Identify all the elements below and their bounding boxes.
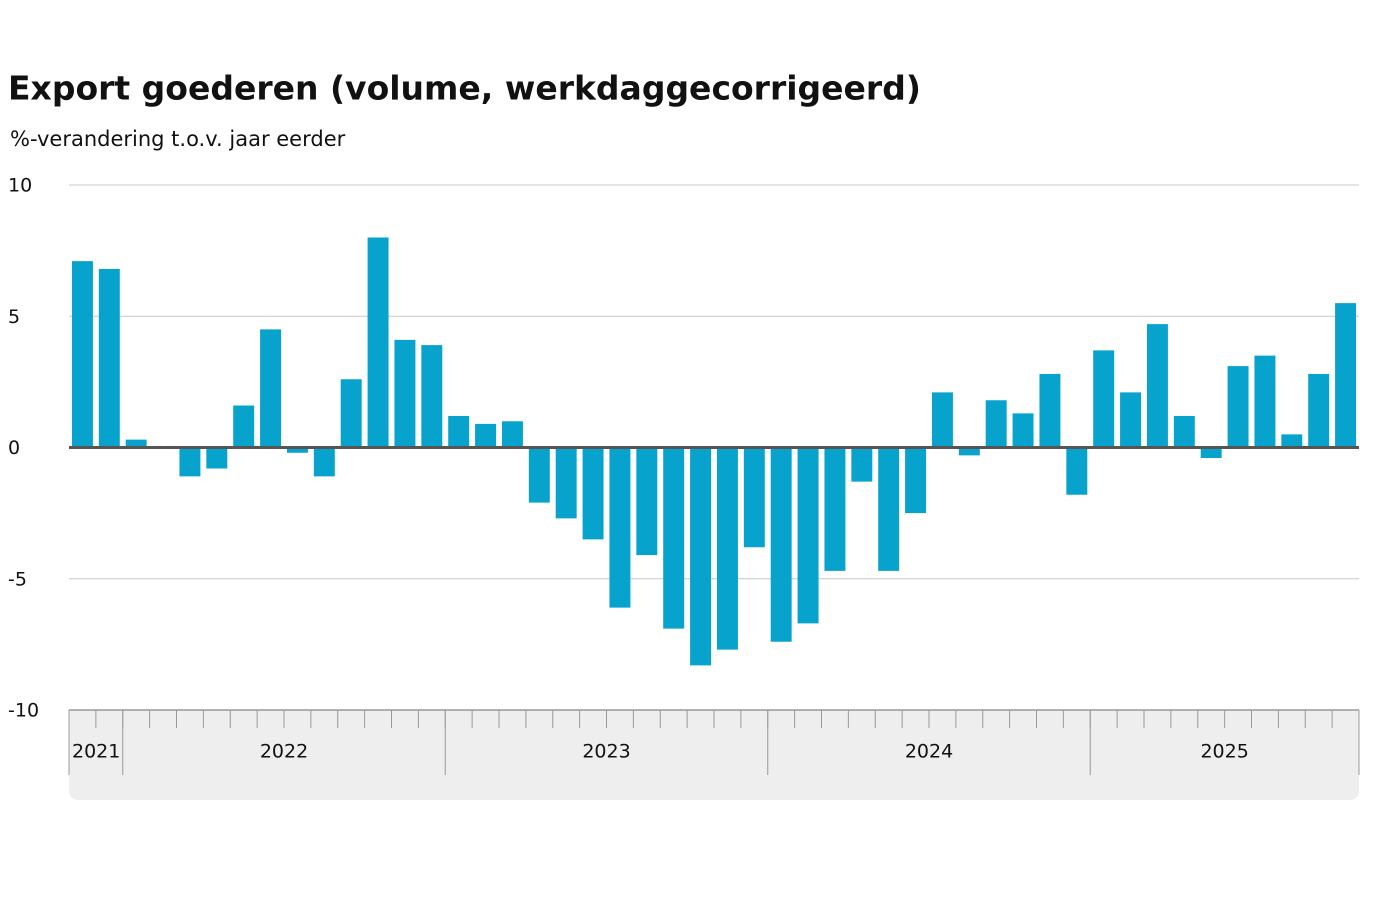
bar (609, 447, 631, 608)
bar (582, 447, 604, 540)
year-label: 2025 (1200, 741, 1248, 763)
bar (743, 447, 765, 548)
bar (1254, 355, 1276, 448)
year-label: 2024 (905, 741, 953, 763)
bar (1335, 303, 1357, 448)
year-label: 2022 (260, 741, 308, 763)
chart-subtitle: %-verandering t.o.v. jaar eerder (10, 127, 346, 151)
bar (421, 345, 443, 448)
bar (905, 447, 927, 514)
y-tick-label: 0 (8, 437, 20, 459)
bar (448, 416, 470, 448)
y-tick-label: -10 (8, 700, 39, 722)
bar (1281, 434, 1303, 448)
bar (1227, 366, 1249, 448)
bar (1066, 447, 1088, 495)
bar (179, 447, 201, 477)
bar (313, 447, 335, 477)
x-axis-band (69, 710, 1359, 800)
bar (1039, 374, 1061, 448)
bar (878, 447, 900, 571)
bar (233, 405, 255, 448)
bar (206, 447, 228, 469)
year-label: 2021 (72, 741, 120, 763)
bar (985, 400, 1007, 448)
bar (1146, 324, 1168, 448)
bar (851, 447, 873, 482)
bar (797, 447, 819, 624)
bar (931, 392, 953, 448)
bar (770, 447, 792, 642)
bar (528, 447, 550, 503)
bar (690, 447, 712, 666)
bar (340, 379, 362, 448)
bar (71, 261, 93, 448)
chart-title: Export goederen (volume, werkdaggecorrig… (8, 69, 921, 108)
bar (824, 447, 846, 571)
bar (958, 447, 980, 456)
bar (1120, 392, 1142, 448)
bar (716, 447, 738, 650)
bar (475, 423, 497, 448)
bar (1173, 416, 1195, 448)
bar (1012, 413, 1034, 448)
y-tick-label: -5 (8, 568, 27, 590)
bar (555, 447, 577, 519)
bar (367, 237, 389, 448)
bar (1308, 374, 1330, 448)
y-tick-label: 10 (8, 175, 32, 197)
y-tick-label: 5 (8, 306, 20, 328)
bar (1093, 350, 1115, 448)
bar (663, 447, 685, 629)
bar (501, 421, 523, 448)
bar (98, 269, 120, 448)
bar (1200, 447, 1222, 458)
bar (636, 447, 658, 556)
bar (125, 439, 147, 448)
bar (394, 339, 416, 448)
year-label: 2023 (582, 741, 630, 763)
bar (260, 329, 282, 448)
bar (286, 447, 308, 453)
